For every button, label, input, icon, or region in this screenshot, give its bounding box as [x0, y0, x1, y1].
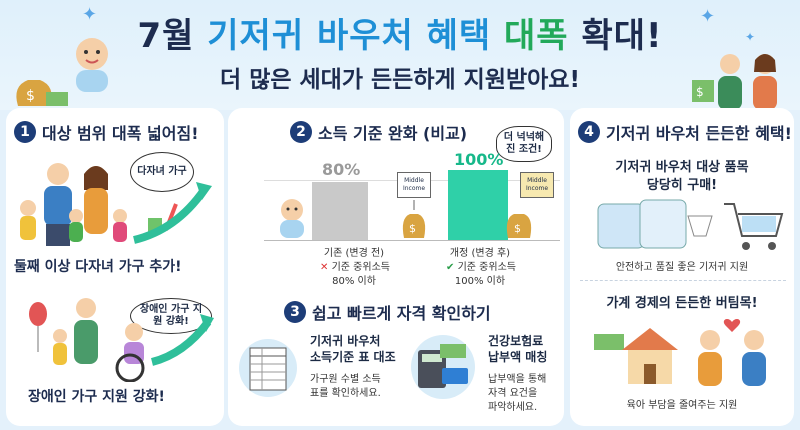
- before-bar: [312, 182, 368, 240]
- svg-text:$: $: [26, 88, 35, 104]
- page-title: 7월 기저귀 바우처 혜택 대폭 확대!: [0, 8, 800, 57]
- item1-title-line2: 소득기준 표 대조: [310, 350, 396, 364]
- title-part-month: 7월: [137, 16, 208, 56]
- section-number-badge: 1: [14, 121, 36, 143]
- disability-family-icon: [29, 298, 214, 382]
- sparkle-icon: ✦: [700, 6, 716, 27]
- item1-title-line1: 기저귀 바우처: [310, 334, 381, 348]
- svg-text:$: $: [514, 222, 521, 235]
- header-banner: 7월 기저귀 바우처 혜택 대폭 확대! 더 많은 세대가 든든하게 지원받아요…: [0, 0, 800, 110]
- after-label: 개정 (변경 후): [449, 248, 511, 259]
- sparkle-icon: ✦: [745, 30, 756, 44]
- item2-title-line2: 납부액 매칭: [488, 350, 548, 364]
- after-bar: [448, 170, 508, 240]
- section-1b-caption: 장애인 가구 지원 강화!: [28, 389, 165, 405]
- svg-text:$: $: [409, 222, 416, 235]
- after-value-label: 100%: [454, 150, 504, 169]
- cross-icon: ✕: [320, 262, 329, 273]
- section-1-title: 1 대상 범위 대폭 넓어짐!: [14, 120, 199, 144]
- before-line1: 기준 중위소득: [331, 262, 390, 273]
- section-4-sub-line1: 기저귀 바우처 대상 품목: [615, 160, 749, 175]
- title-part-big: 대폭: [504, 16, 582, 56]
- section-3-title: 3 쉽고 빠르게 자격 확인하기: [284, 300, 491, 324]
- bubble-text: 장애인 가구 지원 강화!: [139, 304, 203, 327]
- baby-icon: [280, 199, 304, 238]
- speech-bubble: 다자녀 가구: [130, 152, 194, 192]
- section-number-badge: 4: [578, 121, 600, 143]
- section-4-sub-line2: 당당히 구매!: [646, 178, 718, 193]
- sparkle-icon: ✦: [82, 4, 98, 25]
- after-line2: 100% 이하: [454, 276, 506, 287]
- section-number-badge: 2: [290, 121, 312, 143]
- before-criteria: ✕ 기준 중위소득: [300, 258, 410, 273]
- money-sign-after: Middle Income: [520, 172, 554, 198]
- section-4-caption2: 육아 부담을 줄여주는 지원: [626, 400, 738, 411]
- callout-bubble: 더 넉넉해진 조건!: [496, 126, 552, 162]
- before-label: 기존 (변경 전): [323, 248, 385, 259]
- after-criteria: ✔ 기준 중위소득: [426, 258, 536, 273]
- section-number-badge: 3: [284, 301, 306, 323]
- money-sign-text: Middle Income: [525, 177, 549, 192]
- money-bag-icon: $: [16, 80, 68, 106]
- multi-child-family-icon: [20, 163, 212, 246]
- after-line1: 기준 중위소득: [457, 262, 516, 273]
- section-title-text: 소득 기준 완화 (비교): [318, 124, 468, 143]
- bubble-text: 다자녀 가구: [137, 166, 187, 177]
- money-sign-text: Middle Income: [402, 177, 426, 192]
- chart-baseline: [264, 240, 560, 241]
- check-icon: ✔: [446, 262, 455, 273]
- section-title-text: 대상 범위 대폭 넓어짐!: [42, 124, 199, 143]
- calculator-card-icon: [411, 335, 475, 399]
- household-icon: [594, 319, 766, 386]
- svg-text:$: $: [696, 85, 704, 99]
- money-bag-icon: $: [506, 214, 532, 238]
- before-line2: 80% 이하: [332, 276, 376, 287]
- item2-desc-line1: 납부액을 통해: [488, 374, 547, 385]
- section-4-title: 4 기저귀 바우처 든든한 혜택!: [578, 120, 792, 144]
- title-part-voucher: 기저귀 바우처 혜택: [207, 16, 505, 56]
- section-4-divider: [580, 280, 786, 281]
- money-sign-before: Middle Income: [397, 172, 431, 198]
- page-subtitle: 더 많은 세대가 든든하게 지원받아요!: [220, 67, 580, 93]
- item2-desc-line3: 파악하세요.: [488, 402, 538, 413]
- section-4-title2: 가계 경제의 든든한 버팀목!: [606, 296, 758, 311]
- item2-desc-line2: 자격 요건을: [488, 388, 538, 399]
- family-illustration-icon: $: [692, 54, 777, 110]
- section-title-text: 기저귀 바우처 든든한 혜택!: [606, 124, 792, 143]
- baby-illustration-icon: [76, 38, 108, 92]
- title-part-expand: 확대!: [581, 16, 663, 56]
- callout-text: 더 넉넉해진 조건!: [503, 132, 545, 155]
- before-value-label: 80%: [322, 160, 361, 179]
- section-title-text: 쉽고 빠르게 자격 확인하기: [312, 304, 491, 323]
- item1-desc-line1: 가구원 수별 소득: [310, 374, 381, 385]
- section-4-caption1: 안전하고 품질 좋은 기저귀 지원: [615, 262, 749, 273]
- section-2-title: 2 소득 기준 완화 (비교): [290, 120, 467, 144]
- money-bag-icon: $: [402, 200, 426, 238]
- section-1-caption: 둘째 이상 다자녀 가구 추가!: [14, 259, 182, 275]
- income-table-icon: [239, 339, 297, 397]
- item1-desc-line2: 표를 확인하세요.: [310, 388, 381, 399]
- diaper-cart-icon: [597, 199, 784, 250]
- item2-title-line1: 건강보험료: [488, 334, 544, 348]
